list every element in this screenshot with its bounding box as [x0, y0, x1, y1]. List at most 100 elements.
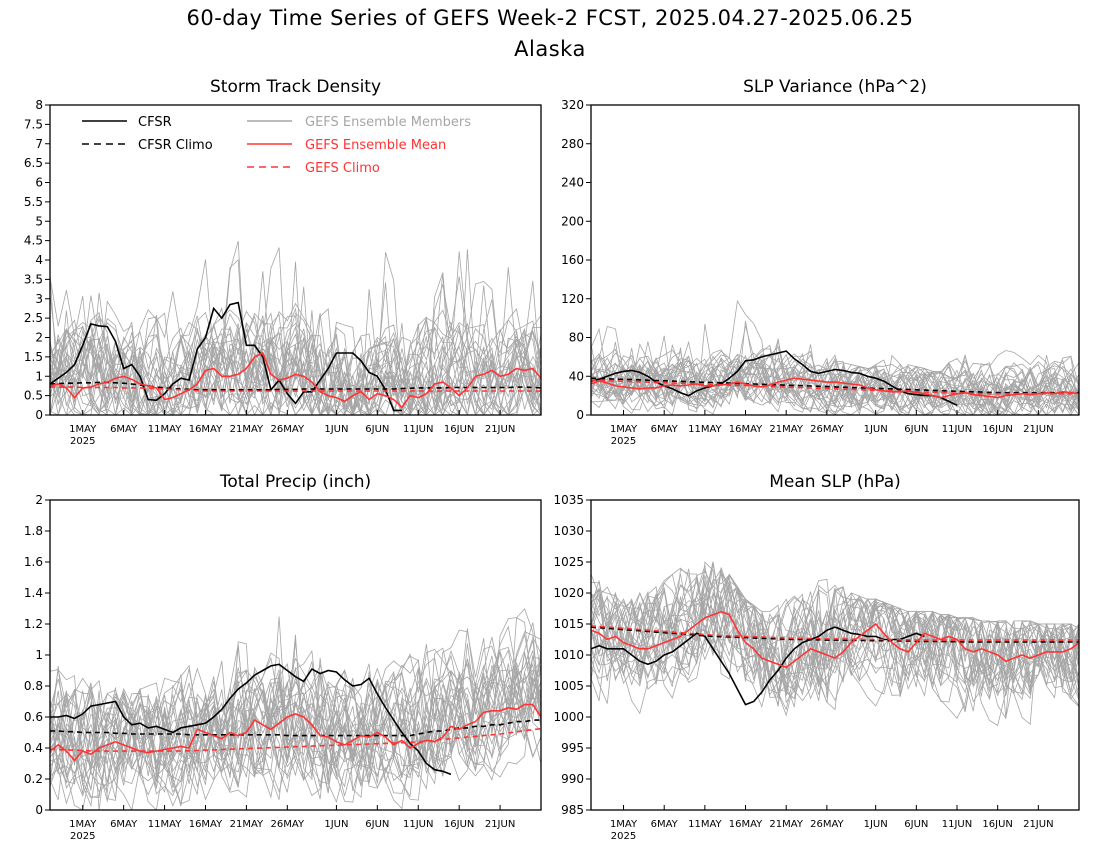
x-tick-label: 21MAY [230, 819, 264, 830]
y-tick-label: 1 [35, 648, 43, 662]
panel-title: Storm Track Density [210, 77, 381, 97]
ensemble-members [591, 561, 1079, 727]
x-tick-label: 1JUN [864, 424, 888, 435]
ensemble-member-line [591, 349, 1079, 415]
y-tick-label: 320 [561, 98, 584, 112]
x-tick-label: 1MAY [610, 819, 638, 830]
y-tick-label: 0 [35, 408, 43, 422]
y-tick-label: 1005 [553, 679, 584, 693]
ensemble-member-line [50, 331, 541, 415]
series-line-cfsr [50, 663, 452, 776]
x-tick-label: 26MAY [271, 819, 305, 830]
x-tick-label: 16JUN [982, 819, 1012, 830]
ensemble-member-line [591, 360, 1079, 415]
ensemble-member-line [50, 636, 541, 796]
ensemble-member-line [591, 320, 1079, 413]
x-tick-label: 21MAY [769, 819, 803, 830]
x-tick-label: 16MAY [729, 819, 763, 830]
x-tick-label: 6MAY [110, 424, 138, 435]
y-tick-label: 0.8 [24, 679, 43, 693]
ensemble-member-line [50, 324, 541, 415]
x-year-label: 2025 [611, 831, 636, 842]
ensemble-member-line [50, 681, 541, 788]
legend-label: GEFS Ensemble Mean [305, 138, 446, 153]
series-line-gefs-climo [50, 386, 541, 392]
y-tick-label: 6.5 [24, 156, 43, 170]
panel-title: SLP Variance (hPa^2) [743, 77, 927, 97]
x-tick-label: 1JUN [864, 819, 888, 830]
x-year-label: 2025 [611, 436, 636, 447]
y-tick-label: 2 [35, 493, 43, 507]
series-line-gefs-climo [50, 727, 541, 752]
series-line-gefs-climo [591, 625, 1079, 641]
x-tick-label: 16JUN [444, 819, 474, 830]
y-tick-label: 3 [35, 292, 43, 306]
y-tick-label: 1.4 [24, 586, 43, 600]
ensemble-member-line [591, 585, 1079, 683]
x-tick-label: 6MAY [651, 819, 679, 830]
ensemble-member-line [50, 662, 541, 800]
y-tick-label: 0 [35, 803, 43, 817]
y-tick-label: 1030 [553, 524, 584, 538]
y-tick-label: 4 [35, 253, 43, 267]
x-tick-label: 11MAY [148, 424, 182, 435]
ensemble-member-line [50, 312, 541, 415]
series-line-cfsr-climo [591, 626, 1079, 643]
y-tick-label: 990 [561, 772, 584, 786]
y-tick-label: 1025 [553, 555, 584, 569]
y-tick-label: 0.6 [24, 710, 43, 724]
legend-label: CFSR [138, 115, 172, 130]
y-tick-label: 200 [561, 214, 584, 228]
ensemble-members [591, 299, 1079, 415]
ensemble-member-line [50, 323, 541, 415]
x-tick-label: 21JUN [485, 819, 515, 830]
ensemble-member-line [50, 645, 541, 785]
ensemble-member-line [591, 567, 1079, 708]
x-tick-label: 1MAY [610, 424, 638, 435]
y-tick-label: 1.8 [24, 524, 43, 538]
x-tick-label: 6JUN [365, 819, 389, 830]
x-tick-label: 11MAY [688, 424, 722, 435]
y-tick-label: 6 [35, 176, 43, 190]
x-year-label: 2025 [70, 831, 95, 842]
panel-title: Mean SLP (hPa) [769, 472, 901, 492]
x-tick-label: 6JUN [365, 424, 389, 435]
y-tick-label: 120 [561, 292, 584, 306]
series-line-cfsr [591, 626, 925, 706]
x-tick-label: 21JUN [1023, 819, 1053, 830]
ensemble-member-line [50, 317, 541, 415]
y-tick-label: 1.2 [24, 617, 43, 631]
x-tick-label: 16MAY [729, 424, 763, 435]
y-tick-label: 160 [561, 253, 584, 267]
x-tick-label: 1MAY [69, 424, 97, 435]
y-tick-label: 1.6 [24, 555, 43, 569]
series-line-cfsr-climo [50, 381, 541, 391]
ensemble-members [50, 608, 541, 810]
ensemble-member-line [50, 310, 541, 415]
ensemble-member-line [50, 311, 541, 415]
ensemble-member-line [50, 633, 541, 805]
legend: CFSR CFSR Climo GEFS Ensemble Members GEFS … [82, 115, 471, 176]
x-tick-label: 6JUN [904, 424, 928, 435]
x-tick-label: 16JUN [982, 424, 1012, 435]
ensemble-member-line [591, 580, 1079, 701]
x-tick-label: 26MAY [271, 424, 305, 435]
ensemble-member-line [591, 573, 1079, 701]
ensemble-member-line [591, 582, 1079, 712]
x-tick-label: 21JUN [1023, 424, 1053, 435]
x-tick-label: 16MAY [189, 424, 223, 435]
series-line-gefs-climo [591, 379, 1079, 395]
x-tick-label: 6MAY [110, 819, 138, 830]
series-line-cfsr-climo [50, 719, 541, 737]
ensemble-member-line [591, 591, 1079, 702]
y-tick-label: 0.5 [24, 389, 43, 403]
ensemble-member-line [591, 351, 1079, 415]
y-tick-label: 40 [569, 369, 584, 383]
series-line-gefs-ensemble-mean [591, 377, 1079, 399]
ensemble-member-line [591, 350, 1079, 415]
x-year-label: 2025 [70, 436, 95, 447]
y-tick-label: 280 [561, 137, 584, 151]
series-line-gefs-ensemble-mean [50, 703, 541, 762]
series-line-cfsr-climo [591, 377, 1079, 394]
ensemble-member-line [50, 321, 541, 415]
